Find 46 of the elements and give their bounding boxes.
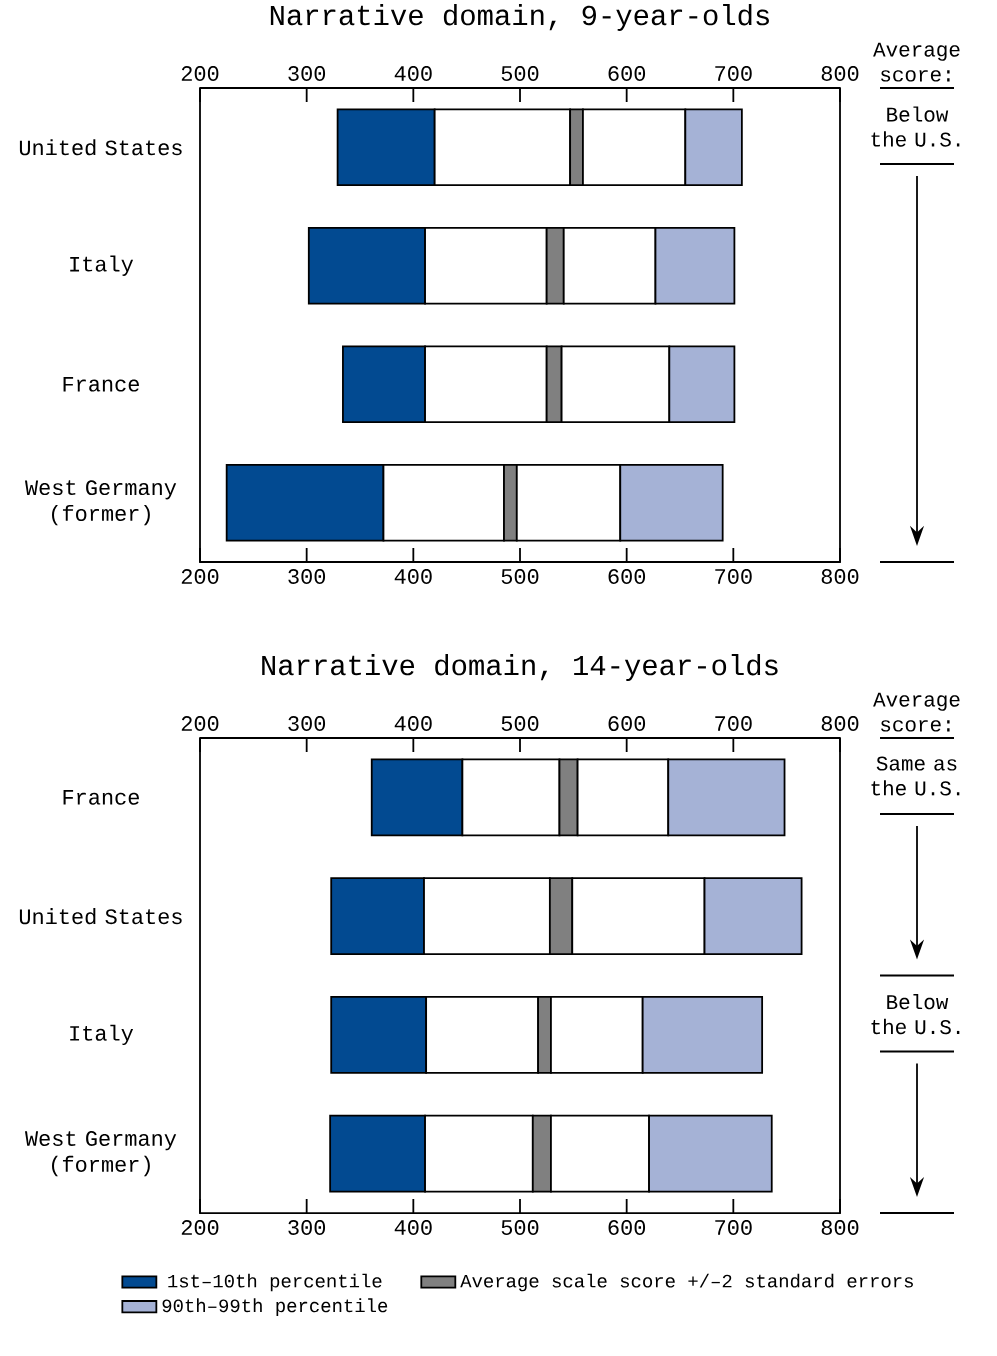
text: Average score: xyxy=(873,692,960,732)
legend-label: 1st–10th percentile xyxy=(168,1273,382,1292)
x2-tick-label: 500 xyxy=(501,1220,539,1235)
x2-tick-label: 600 xyxy=(608,1220,646,1235)
x2-tick-label: 200 xyxy=(181,1220,219,1235)
y-tick-label: France xyxy=(63,376,139,392)
y-tick-label: Italy xyxy=(70,1024,134,1046)
x-tick-label: 500 xyxy=(501,716,539,731)
x2-tick-label: 700 xyxy=(715,569,752,584)
x2-tick-label: 300 xyxy=(288,569,326,584)
x-tick-label: 300 xyxy=(288,66,326,81)
x2-tick-label: 500 xyxy=(501,569,539,584)
x-tick-label: 700 xyxy=(715,66,752,81)
x-tick-label: 600 xyxy=(608,66,646,81)
x2-tick-label: 400 xyxy=(394,569,432,584)
x-tick-label: 800 xyxy=(821,66,859,81)
y-tick-label: United States xyxy=(19,908,182,925)
x2-tick-label: 400 xyxy=(394,1220,432,1235)
chart-title: Narrative domain, 14-year-olds xyxy=(262,654,778,682)
x-tick-label: 200 xyxy=(181,716,219,731)
chart-title: Narrative domain, 9-year-olds xyxy=(270,4,769,32)
text: Average score: xyxy=(873,42,960,82)
x-tick-label: 200 xyxy=(181,66,219,81)
x2-tick-label: 800 xyxy=(821,1220,859,1235)
y-tick-label: United States xyxy=(19,139,182,156)
text: Below the U.S. xyxy=(871,106,960,147)
legend-label: 90th–99th percentile xyxy=(162,1298,388,1316)
y-tick-label: Italy xyxy=(70,255,134,276)
x-tick-label: 600 xyxy=(608,716,646,731)
x2-tick-label: 300 xyxy=(288,1220,326,1235)
legend-label: Average scale score +/–2 standard errors xyxy=(460,1273,913,1292)
x-tick-label: 300 xyxy=(288,716,326,731)
x2-tick-label: 700 xyxy=(715,1220,752,1235)
text: Below the U.S. xyxy=(871,993,960,1035)
y-tick-label: West Germany (former) xyxy=(24,480,177,526)
text: Same as the U.S. xyxy=(871,756,960,796)
x-tick-label: 400 xyxy=(394,66,432,81)
x2-tick-label: 200 xyxy=(181,569,219,584)
x-tick-label: 800 xyxy=(821,716,859,731)
y-tick-label: West Germany (former) xyxy=(24,1131,177,1177)
x-tick-label: 700 xyxy=(715,716,752,731)
x-tick-label: 500 xyxy=(501,66,539,81)
x-tick-label: 400 xyxy=(394,716,432,731)
x2-tick-label: 800 xyxy=(821,569,859,584)
y-tick-label: France xyxy=(63,790,139,805)
x2-tick-label: 600 xyxy=(608,569,646,584)
